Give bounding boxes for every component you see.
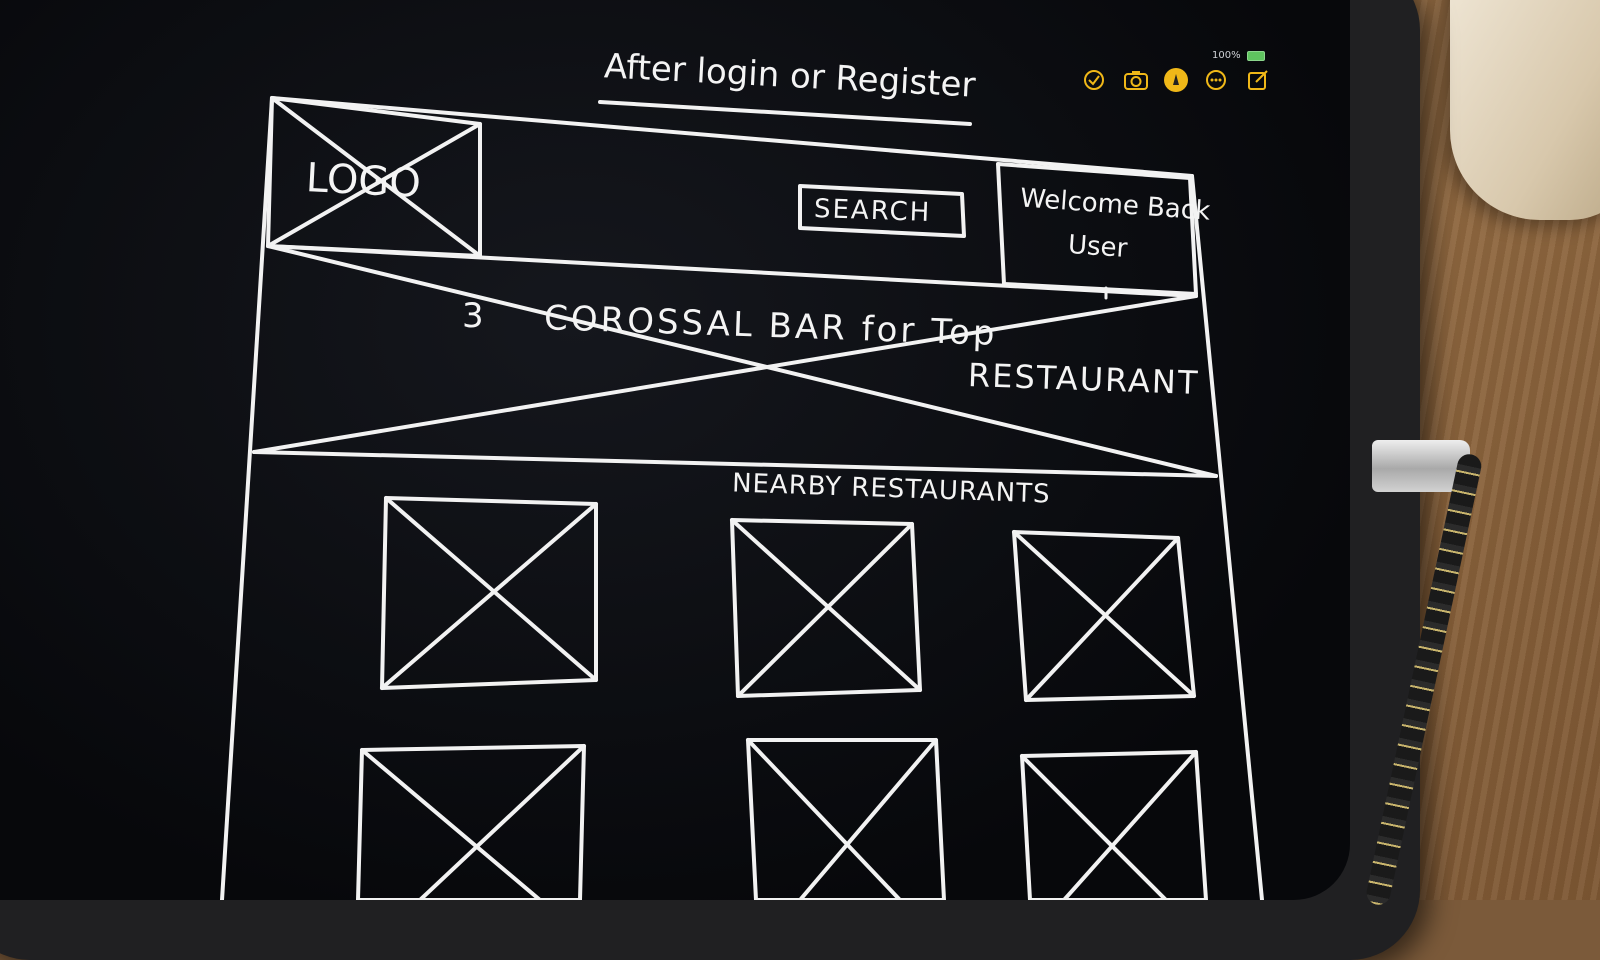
tablet-device [0, 0, 1420, 960]
tile-2-cross-a [730, 518, 922, 692]
tile-4-cross-b [418, 744, 586, 900]
carousel-label-line2: RESTAURANT [967, 355, 1201, 403]
frame-left-edge [220, 96, 274, 900]
more-icon[interactable] [1202, 66, 1230, 94]
markup-icon[interactable] [1164, 68, 1188, 92]
wireframe-sketch [220, 96, 1264, 900]
carousel-cross-a [266, 244, 1218, 478]
tile-6-cross-b [1062, 750, 1198, 900]
logo-cross-a [270, 96, 482, 258]
carousel-cross-b [252, 294, 1198, 454]
compose-icon[interactable] [1244, 66, 1272, 94]
camera-icon[interactable] [1122, 66, 1150, 94]
frame-right-edge [1190, 174, 1264, 900]
status-bar: 100% [1212, 50, 1265, 61]
frame-top-edge [270, 96, 1194, 178]
notes-toolbar [1080, 62, 1280, 98]
tile-3-cross-b [1024, 536, 1180, 702]
tile-4-cross-a [360, 748, 542, 900]
carousel-top-edge [266, 244, 1198, 298]
search-box [798, 184, 966, 238]
welcome-user-name[interactable]: User [1067, 229, 1129, 265]
coffee-mug [1450, 0, 1600, 220]
tile-5-frame [746, 738, 946, 900]
carousel-count: 3 [462, 296, 484, 336]
status-battery-text: 100% [1212, 50, 1241, 61]
tile-4-frame [356, 744, 586, 900]
tile-6-frame [1020, 750, 1208, 900]
title-underline [598, 100, 972, 126]
tablet-screen [0, 0, 1350, 900]
tile-5-cross-b [798, 738, 938, 900]
tile-1-cross-a [384, 496, 598, 682]
carousel-bottom-edge [252, 450, 1218, 478]
tile-5-cross-a [746, 738, 902, 900]
tile-6-cross-a [1020, 754, 1168, 900]
checklist-icon[interactable] [1080, 66, 1108, 94]
logo-placeholder-label: LOGO [304, 155, 422, 207]
tile-2-cross-b [736, 522, 914, 698]
search-button[interactable]: SEARCH [813, 193, 932, 229]
battery-icon [1246, 50, 1265, 61]
tile-1-cross-b [380, 502, 598, 690]
logo-cross-b [266, 122, 482, 248]
